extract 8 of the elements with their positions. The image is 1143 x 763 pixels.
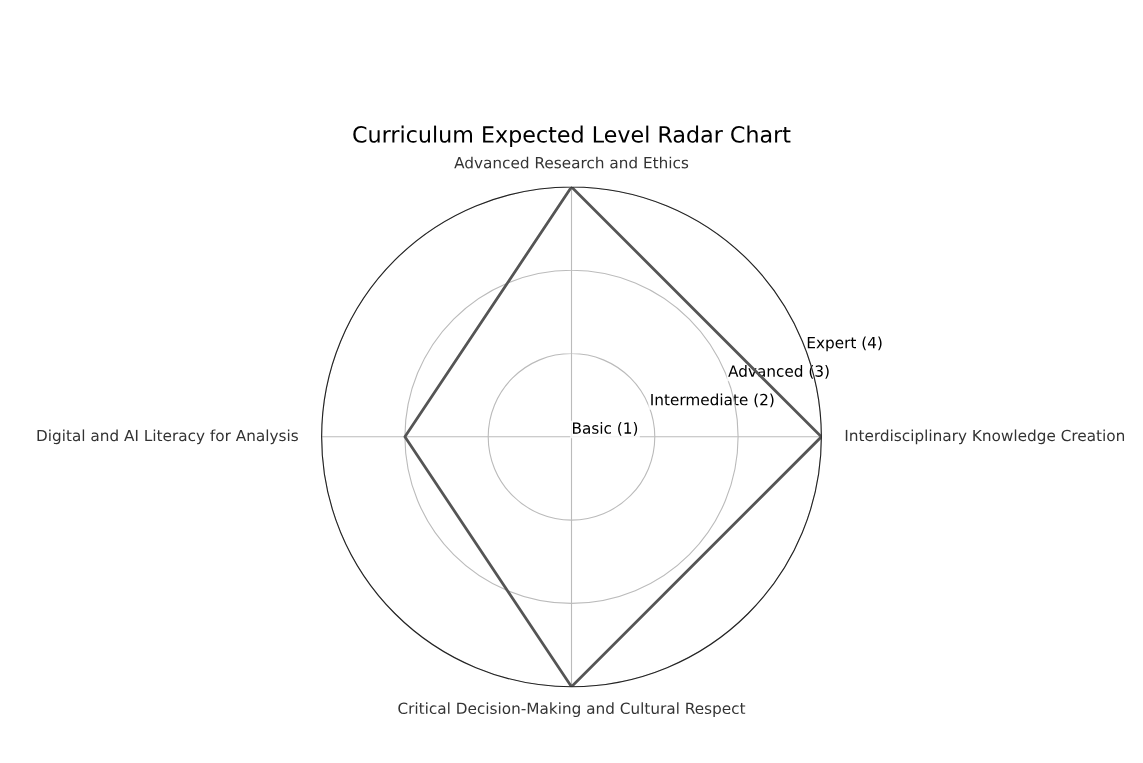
spoke-label: Critical Decision-Making and Cultural Respect — [398, 702, 746, 718]
spoke-label: Interdisciplinary Knowledge Creation — [845, 429, 1125, 445]
spoke-label: Digital and AI Literacy for Analysis — [37, 429, 298, 445]
y-tick-label: Basic (1) — [573, 422, 638, 436]
spoke-label: Advanced Research and Ethics — [454, 156, 689, 169]
y-tick-label: Expert (4) — [807, 336, 882, 352]
y-tick-label: Intermediate (2) — [651, 393, 774, 408]
chart-title: Curriculum Expected Level Radar Chart — [353, 125, 791, 148]
